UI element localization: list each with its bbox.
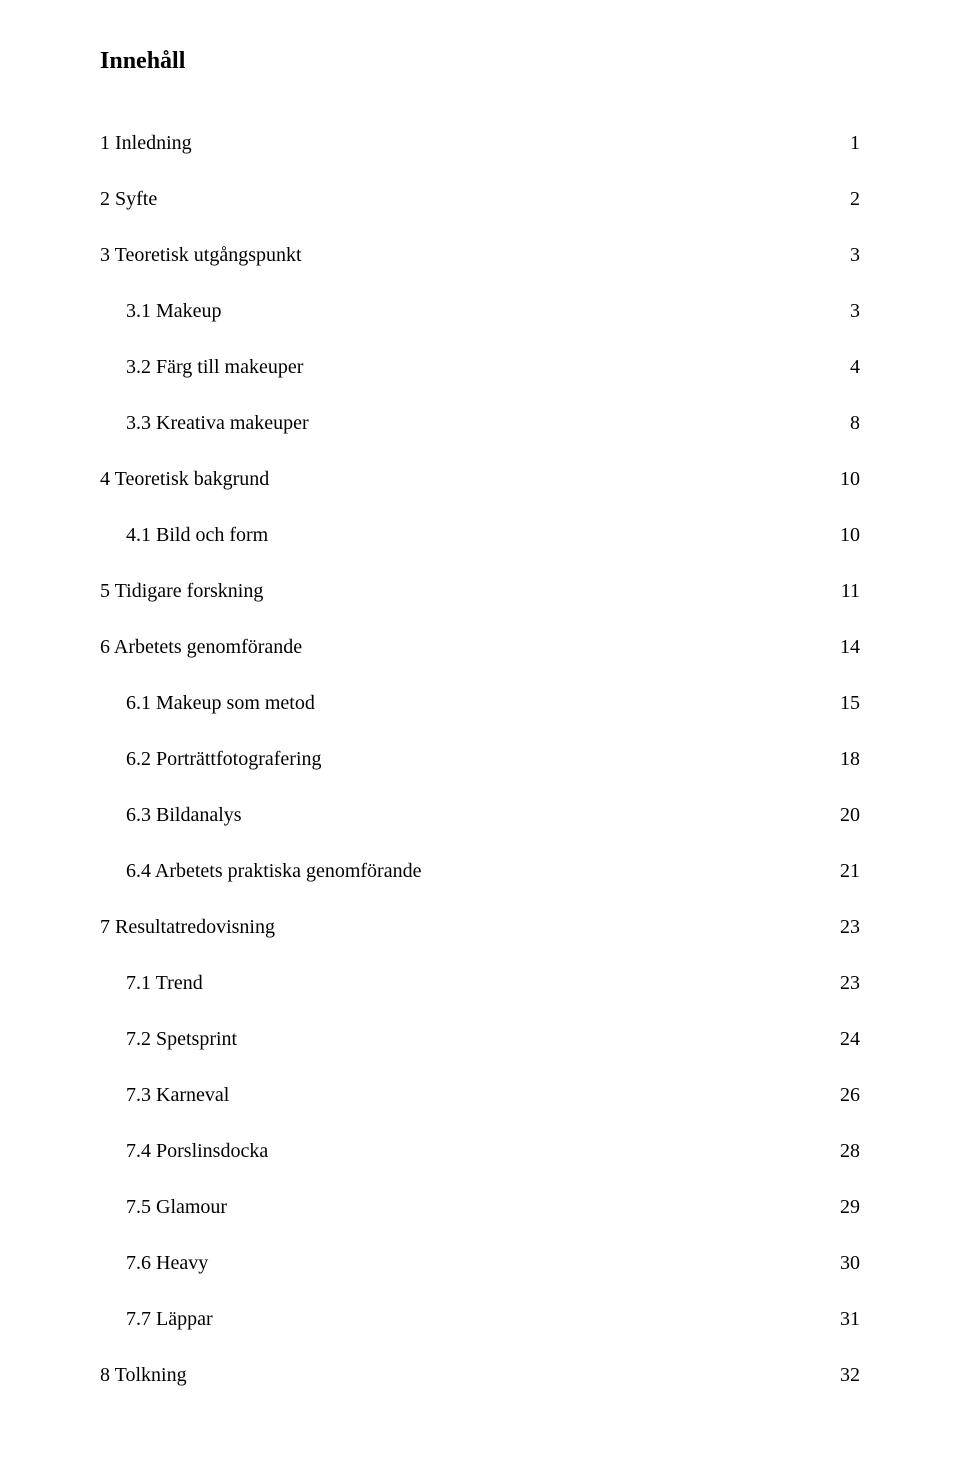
toc-row: 7 Resultatredovisning23 [100, 915, 860, 939]
toc-entry-page: 31 [820, 1307, 860, 1331]
toc-row: 7.4 Porslinsdocka28 [100, 1139, 860, 1163]
toc-row: 7.7 Läppar31 [100, 1307, 860, 1331]
toc-entry-page: 10 [820, 467, 860, 491]
toc-entry-page: 28 [820, 1139, 860, 1163]
toc-entry-label: 6.3 Bildanalys [100, 803, 820, 827]
toc-entry-label: 7.7 Läppar [100, 1307, 820, 1331]
toc-row: 3 Teoretisk utgångspunkt3 [100, 243, 860, 267]
toc-row: 3.2 Färg till makeuper4 [100, 355, 860, 379]
toc-entry-page: 18 [820, 747, 860, 771]
toc-entry-page: 3 [820, 243, 860, 267]
toc-entry-label: 6.1 Makeup som metod [100, 691, 820, 715]
toc-entry-label: 6.4 Arbetets praktiska genomförande [100, 859, 820, 883]
toc-entry-page: 30 [820, 1251, 860, 1275]
toc-row: 8 Tolkning32 [100, 1363, 860, 1387]
toc-row: 4 Teoretisk bakgrund10 [100, 467, 860, 491]
toc-entry-label: 4 Teoretisk bakgrund [100, 467, 820, 491]
toc-entry-page: 15 [820, 691, 860, 715]
toc-entry-label: 7.2 Spetsprint [100, 1027, 820, 1051]
toc-row: 7.2 Spetsprint24 [100, 1027, 860, 1051]
toc-entry-page: 11 [820, 579, 860, 603]
toc-entry-label: 6 Arbetets genomförande [100, 635, 820, 659]
toc-entry-label: 7 Resultatredovisning [100, 915, 820, 939]
toc-entry-page: 24 [820, 1027, 860, 1051]
toc-row: 7.6 Heavy30 [100, 1251, 860, 1275]
toc-row: 7.3 Karneval26 [100, 1083, 860, 1107]
toc-entry-label: 7.5 Glamour [100, 1195, 820, 1219]
toc-entry-page: 8 [820, 411, 860, 435]
toc-entry-page: 29 [820, 1195, 860, 1219]
toc-entry-page: 21 [820, 859, 860, 883]
toc-entry-page: 3 [820, 299, 860, 323]
toc-entry-label: 3.3 Kreativa makeuper [100, 411, 820, 435]
toc-entry-label: 7.6 Heavy [100, 1251, 820, 1275]
toc-entry-page: 1 [820, 131, 860, 155]
page: Innehåll 1 Inledning1 2 Syfte2 3 Teoretisk… [0, 0, 960, 1467]
toc-row: 5 Tidigare forskning11 [100, 579, 860, 603]
toc-row: 7.1 Trend23 [100, 971, 860, 995]
toc-row: 2 Syfte2 [100, 187, 860, 211]
toc-entry-label: 7.1 Trend [100, 971, 820, 995]
toc-entry-label: 3 Teoretisk utgångspunkt [100, 243, 820, 267]
toc-entry-page: 10 [820, 523, 860, 547]
toc-entry-label: 2 Syfte [100, 187, 820, 211]
toc-row: 6.3 Bildanalys20 [100, 803, 860, 827]
toc-entry-page: 20 [820, 803, 860, 827]
toc-entry-page: 4 [820, 355, 860, 379]
toc-entry-page: 26 [820, 1083, 860, 1107]
toc-row: 4.1 Bild och form10 [100, 523, 860, 547]
toc-list: 1 Inledning1 2 Syfte2 3 Teoretisk utgångsp… [100, 131, 860, 1387]
toc-entry-label: 5 Tidigare forskning [100, 579, 820, 603]
toc-row: 3.3 Kreativa makeuper8 [100, 411, 860, 435]
toc-row: 6.2 Porträttfotografering18 [100, 747, 860, 771]
toc-row: 6.4 Arbetets praktiska genomförande21 [100, 859, 860, 883]
toc-row: 6.1 Makeup som metod15 [100, 691, 860, 715]
toc-entry-label: 8 Tolkning [100, 1363, 820, 1387]
toc-entry-page: 23 [820, 915, 860, 939]
toc-entry-label: 7.4 Porslinsdocka [100, 1139, 820, 1163]
toc-entry-page: 2 [820, 187, 860, 211]
toc-entry-page: 23 [820, 971, 860, 995]
toc-entry-label: 3.1 Makeup [100, 299, 820, 323]
toc-entry-page: 14 [820, 635, 860, 659]
toc-row: 1 Inledning1 [100, 131, 860, 155]
toc-row: 6 Arbetets genomförande14 [100, 635, 860, 659]
toc-row: 3.1 Makeup3 [100, 299, 860, 323]
toc-entry-page: 32 [820, 1363, 860, 1387]
toc-entry-label: 4.1 Bild och form [100, 523, 820, 547]
toc-entry-label: 7.3 Karneval [100, 1083, 820, 1107]
toc-row: 7.5 Glamour29 [100, 1195, 860, 1219]
toc-entry-label: 1 Inledning [100, 131, 820, 155]
toc-title: Innehåll [100, 48, 860, 75]
toc-entry-label: 3.2 Färg till makeuper [100, 355, 820, 379]
toc-entry-label: 6.2 Porträttfotografering [100, 747, 820, 771]
